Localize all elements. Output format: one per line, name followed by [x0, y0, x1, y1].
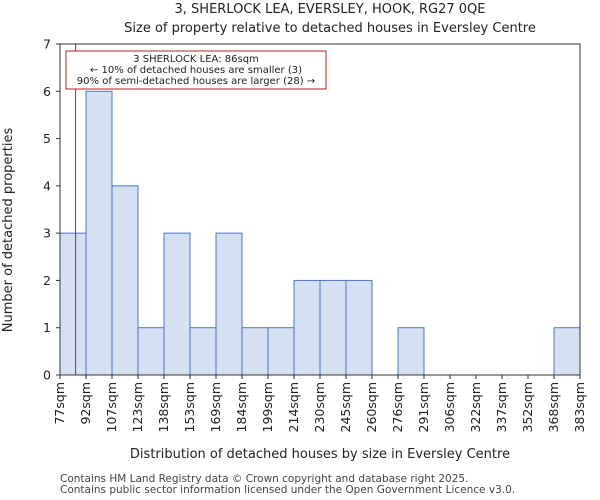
x-tick-label: 230sqm	[312, 382, 327, 432]
y-tick-label: 7	[43, 37, 51, 52]
bar-214sqm	[293, 279, 321, 376]
x-axis-label: Distribution of detached houses by size …	[130, 447, 510, 462]
annotation-border	[65, 50, 327, 90]
x-tick-label: 169sqm	[208, 382, 223, 432]
bars-group	[59, 90, 581, 376]
y-tick-label: 3	[43, 226, 51, 241]
x-tick-label: 138sqm	[156, 382, 171, 432]
y-tick-label: 1	[43, 320, 51, 335]
x-tick-label: 337sqm	[494, 382, 509, 432]
x-tick-label: 123sqm	[130, 382, 145, 432]
y-tick-label: 0	[43, 368, 51, 383]
x-tick-label: 291sqm	[416, 382, 431, 432]
bar-368sqm	[553, 327, 581, 376]
x-tick-label: 260sqm	[364, 382, 379, 432]
y-tick-label: 5	[43, 131, 51, 146]
x-tick-label: 153sqm	[182, 382, 197, 432]
bar-245sqm	[345, 279, 373, 376]
bar-77sqm	[59, 232, 87, 376]
x-tick-label: 322sqm	[468, 382, 483, 432]
footer-line-1: Contains HM Land Registry data © Crown c…	[60, 473, 469, 485]
bar-138sqm	[163, 232, 191, 376]
x-tick-label: 352sqm	[520, 382, 535, 432]
chart-subtitle: Size of property relative to detached ho…	[124, 21, 536, 36]
x-tick-label: 77sqm	[52, 382, 67, 425]
annotation-box: 3 SHERLOCK LEA: 86sqm ← 10% of detached …	[65, 50, 327, 90]
x-tick-label: 184sqm	[234, 382, 249, 432]
y-axis-ticks: 0 1 2 3 4 5 6 7	[43, 37, 60, 383]
bar-153sqm	[189, 327, 217, 376]
x-tick-label: 276sqm	[390, 382, 405, 432]
x-axis-ticks: 77sqm 92sqm 107sqm 123sqm 138sqm 153sqm 169sqm…	[52, 375, 587, 432]
footer-line-2: Contains public sector information licen…	[60, 484, 516, 496]
x-tick-label: 199sqm	[260, 382, 275, 432]
chart-title: 3, SHERLOCK LEA, EVERSLEY, HOOK, RG27 0Q…	[175, 2, 486, 17]
bar-169sqm	[215, 232, 243, 376]
bar-92sqm	[85, 90, 113, 376]
y-tick-label: 6	[43, 84, 51, 99]
x-tick-label: 368sqm	[546, 382, 561, 432]
x-tick-label: 245sqm	[338, 382, 353, 432]
annotation-line-2: ← 10% of detached houses are smaller (3)	[90, 65, 302, 76]
y-tick-label: 2	[43, 273, 51, 288]
x-tick-label: 107sqm	[104, 382, 119, 432]
annotation-line-3: 90% of semi-detached houses are larger (…	[77, 76, 315, 87]
y-tick-label: 4	[43, 178, 51, 193]
plot-frame	[59, 43, 581, 376]
x-tick-label: 214sqm	[286, 382, 301, 432]
bar-123sqm	[137, 327, 165, 376]
x-tick-label: 383sqm	[572, 382, 587, 432]
annotation-line-1: 3 SHERLOCK LEA: 86sqm	[133, 54, 259, 65]
bar-230sqm	[319, 279, 347, 376]
bar-184sqm	[241, 327, 269, 376]
x-tick-label: 92sqm	[78, 382, 93, 425]
bar-199sqm	[267, 327, 295, 376]
y-axis-label: Number of detached properties	[1, 128, 16, 333]
bar-276sqm	[397, 327, 425, 376]
bar-107sqm	[111, 185, 139, 376]
x-tick-label: 306sqm	[442, 382, 457, 432]
